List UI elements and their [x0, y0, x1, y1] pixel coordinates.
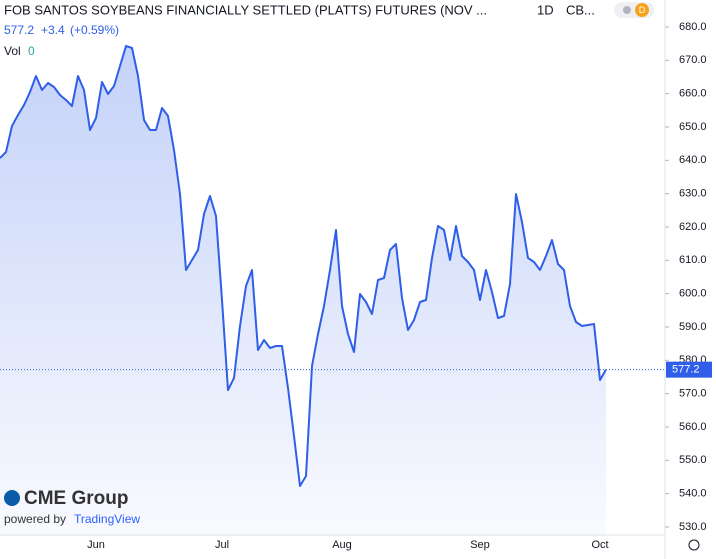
exchange: CB...	[566, 2, 595, 17]
y-tick-label: 630.0	[679, 188, 707, 200]
logo[interactable]: CME Group powered by TradingView	[4, 488, 140, 526]
vol-label: Vol	[4, 44, 21, 58]
y-tick-label: 560.0	[679, 421, 707, 433]
logo-brand: CME Group	[24, 488, 129, 509]
y-tick-label: 680.0	[679, 21, 707, 33]
change-pct: (+0.59%)	[70, 23, 119, 37]
logo-powered: powered by	[4, 512, 66, 526]
badge-text: D	[639, 5, 646, 15]
y-tick-label: 640.0	[679, 154, 707, 166]
price-label: 577.2	[672, 364, 700, 376]
last-price: 577.2	[4, 23, 34, 37]
title: FOB SANTOS SOYBEANS FINANCIALLY SETTLED …	[4, 2, 487, 17]
price-badge	[666, 361, 712, 378]
x-tick-label: Oct	[591, 539, 608, 551]
y-tick-label: 570.0	[679, 388, 707, 400]
logo-icon	[4, 490, 20, 506]
change: +3.4	[41, 23, 65, 37]
y-tick-label: 620.0	[679, 221, 707, 233]
x-tick-label: Jun	[87, 539, 105, 551]
y-tick-label: 670.0	[679, 54, 707, 66]
y-tick-label: 550.0	[679, 454, 707, 466]
y-tick-label: 610.0	[679, 254, 707, 266]
interval: 1D	[537, 2, 554, 17]
x-tick-label: Aug	[332, 539, 352, 551]
plot	[0, 45, 607, 535]
area	[0, 46, 606, 535]
x-tick-label: Jul	[215, 539, 229, 551]
line	[0, 45, 607, 487]
toggle-icon	[623, 6, 631, 14]
vol-value: 0	[28, 44, 35, 58]
y-tick-label: 600.0	[679, 288, 707, 300]
y-tick-label: 590.0	[679, 321, 707, 333]
y-tick-label: 530.0	[679, 521, 707, 533]
badge	[635, 3, 649, 17]
y-tick-label: 540.0	[679, 488, 707, 500]
logo-provider: TradingView	[74, 512, 140, 526]
y-tick-label: 650.0	[679, 121, 707, 133]
x-tick-label: Sep	[470, 539, 490, 551]
y-tick-label: 660.0	[679, 88, 707, 100]
settings-icon[interactable]	[688, 539, 700, 551]
